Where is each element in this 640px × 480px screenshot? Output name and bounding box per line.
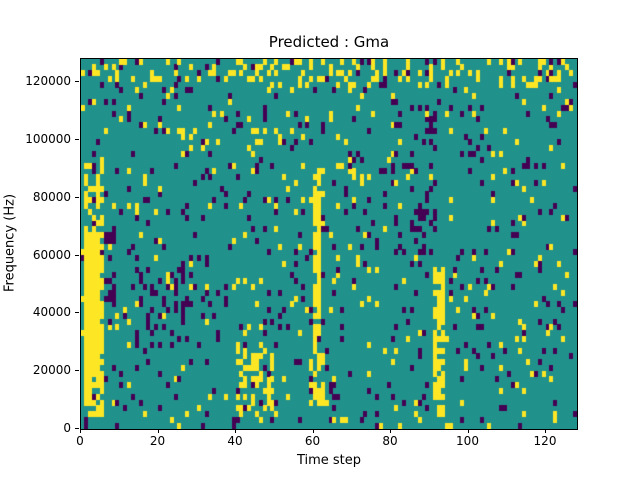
y-tick-mark — [75, 370, 79, 372]
x-tick-label: 40 — [227, 434, 243, 448]
x-tick-label: 100 — [456, 434, 479, 448]
x-tick-label: 80 — [382, 434, 398, 448]
y-axis-label: Frequency (Hz) — [2, 193, 18, 293]
y-tick-label: 0 — [63, 421, 71, 435]
y-tick-label: 20000 — [32, 363, 71, 378]
chart-title: Predicted : Gma — [268, 33, 390, 51]
y-tick-mark — [75, 81, 79, 83]
y-tick-label: 60000 — [32, 247, 71, 262]
x-tick-label: 0 — [76, 434, 84, 448]
x-tick-mark — [467, 429, 469, 433]
y-tick-mark — [75, 428, 79, 429]
x-tick-label: 60 — [304, 434, 321, 448]
x-tick-mark — [390, 429, 391, 433]
x-axis-label: Time step — [296, 453, 362, 468]
heatmap-plot — [80, 58, 578, 430]
x-tick-mark — [157, 429, 159, 433]
x-tick-mark — [312, 429, 314, 433]
y-tick-mark — [75, 138, 79, 140]
x-tick-mark — [80, 429, 81, 433]
x-tick-mark — [235, 429, 236, 433]
y-tick-mark — [75, 254, 79, 256]
y-tick-label: 80000 — [32, 189, 71, 204]
y-tick-label: 100000 — [25, 131, 71, 146]
y-tick-mark — [75, 196, 79, 198]
y-tick-label: 120000 — [25, 74, 71, 89]
y-tick-label: 40000 — [32, 305, 71, 320]
y-tick-mark — [75, 312, 79, 314]
x-tick-mark — [545, 429, 546, 433]
x-tick-label: 20 — [149, 434, 166, 448]
x-tick-label: 120 — [533, 434, 557, 448]
